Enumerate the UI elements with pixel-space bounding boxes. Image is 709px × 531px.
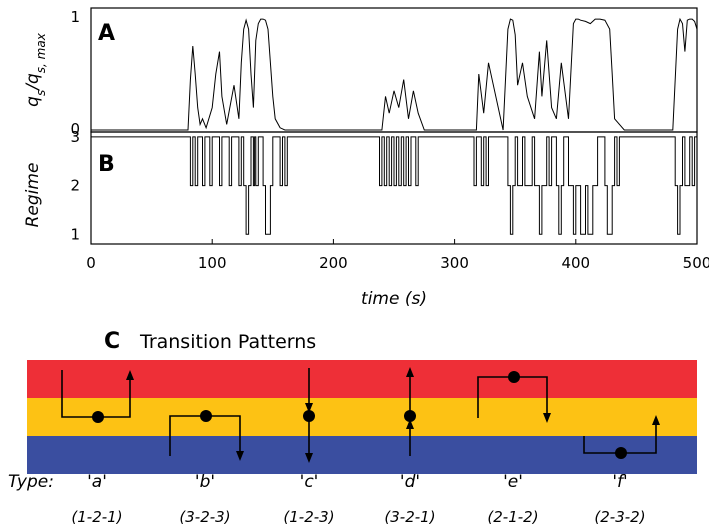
pattern-e-code: (2-1-2): [487, 508, 538, 526]
regime-band-top: [27, 360, 697, 398]
panel-c-letter: C: [104, 329, 120, 354]
panel-b-ytick-3: 3: [70, 128, 80, 146]
panel-b-ytick-1: 1: [70, 225, 80, 243]
regime-band-middle: [27, 398, 697, 436]
panel-b-xtick-100: 100: [198, 254, 227, 272]
pattern-c-code: (1-2-3): [283, 508, 334, 526]
panel-b-xtick-400: 400: [561, 254, 590, 272]
panel-b-ytick-2: 2: [70, 177, 80, 195]
panel-b: B 1 2 3 0 100 200 300 400 500 Regime time (s): [23, 128, 709, 309]
pattern-b-name: 'b': [195, 472, 215, 492]
panel-a-ytick-0: 0: [70, 120, 80, 138]
panel-b-ylabel: Regime: [23, 163, 43, 228]
panel-b-xtick-500: 500: [683, 254, 709, 272]
pattern-a-glyph: [61, 370, 134, 423]
pattern-f-code: (2-3-2): [594, 508, 645, 526]
pattern-e-glyph: [477, 371, 551, 423]
panel-b-yticks: 1 2 3: [70, 128, 80, 243]
pattern-c-glyph: [303, 368, 315, 463]
panel-b-xlabel: time (s): [361, 289, 427, 309]
pattern-f-glyph: [583, 415, 660, 459]
pattern-e-name: 'e': [503, 472, 523, 492]
pattern-b-glyph: [169, 410, 244, 461]
panel-b-xtick-300: 300: [440, 254, 469, 272]
pattern-c-name: 'c': [300, 472, 319, 492]
pattern-f-name: 'f': [612, 472, 627, 492]
panel-b-xtick-200: 200: [319, 254, 348, 272]
pattern-b-code: (3-2-3): [179, 508, 230, 526]
panel-a-ylabel: qs/qs, max: [23, 32, 48, 107]
pattern-a-name: 'a': [87, 472, 107, 492]
panel-a-frame: [90, 7, 698, 133]
type-prefix: Type:: [8, 472, 54, 492]
pattern-a-code: (1-2-1): [71, 508, 122, 526]
panel-c-title: Transition Patterns: [139, 331, 316, 353]
panel-b-letter: B: [98, 152, 115, 177]
panel-c: C Transition Patterns: [8, 329, 697, 526]
pattern-d-glyph: [404, 367, 416, 456]
pattern-d-name: 'd': [400, 472, 420, 492]
pattern-d-code: (3-2-1): [384, 508, 435, 526]
panel-a: A 1 0 qs/qs, max: [23, 7, 698, 138]
regime-band-bottom: [27, 436, 697, 474]
panel-a-ytick-1: 1: [70, 8, 80, 26]
panel-a-letter: A: [98, 21, 115, 46]
panel-b-xticks: 0 100 200 300 400 500: [86, 239, 709, 272]
panel-b-series-line: [91, 136, 698, 235]
panel-a-series-line: [91, 17, 698, 131]
panel-b-xtick-0: 0: [86, 254, 96, 272]
panel-b-frame: [90, 131, 698, 245]
